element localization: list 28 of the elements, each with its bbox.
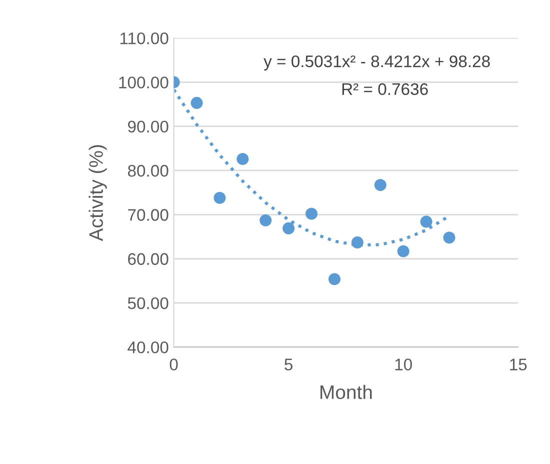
- point: [351, 236, 364, 248]
- y-tick-label: 90.00: [128, 120, 168, 133]
- y-tick-label: 50.00: [128, 297, 168, 310]
- point: [420, 216, 432, 228]
- y-tick-label: 60.00: [128, 253, 168, 265]
- y-tick-label: 110.00: [120, 32, 168, 44]
- point: [190, 96, 203, 109]
- y-tick-label: 80.00: [128, 164, 168, 177]
- y-tick-label: 70.00: [128, 209, 168, 221]
- point: [443, 232, 456, 244]
- point: [260, 214, 272, 226]
- point: [397, 245, 410, 258]
- x-tick-label: 10: [395, 358, 412, 370]
- point: [328, 273, 340, 286]
- y-tick-label: 40.00: [128, 341, 168, 354]
- annotation: y = 0.5031x² - 8.4212x + 98.28: [264, 55, 490, 71]
- x-tick-label: 5: [284, 358, 293, 370]
- point: [306, 208, 318, 220]
- point: [282, 222, 295, 234]
- point: [214, 192, 226, 204]
- annotation: R² = 0.7636: [342, 83, 428, 96]
- y-axis-title: Activity (%): [88, 145, 107, 242]
- point: [374, 179, 386, 192]
- x-axis-title: Month: [320, 384, 372, 400]
- x-tick-label: 15: [510, 358, 527, 370]
- y-tick-label: 100.00: [119, 76, 168, 88]
- point: [236, 152, 249, 166]
- x-tick-label: 0: [170, 358, 178, 370]
